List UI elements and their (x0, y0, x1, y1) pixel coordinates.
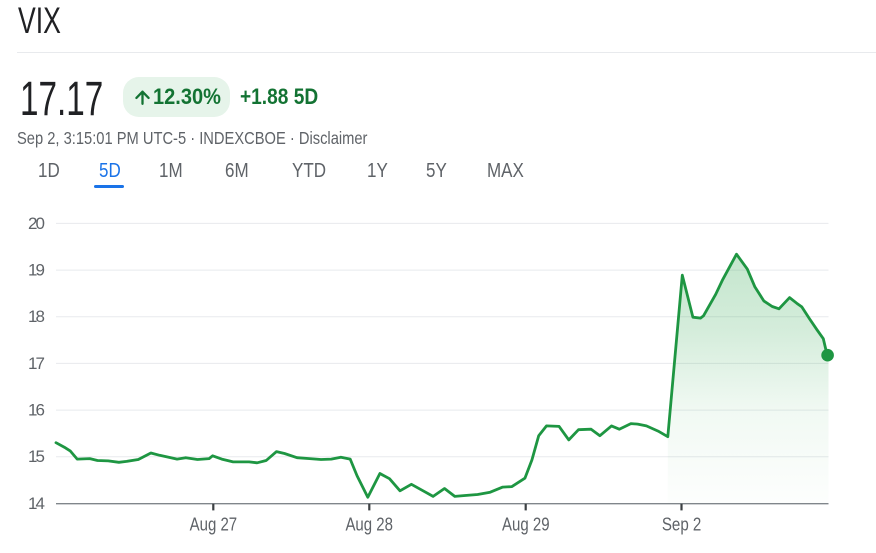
svg-text:Aug 28: Aug 28 (345, 514, 393, 535)
svg-text:14: 14 (28, 494, 45, 513)
svg-text:19: 19 (28, 261, 45, 280)
svg-text:16: 16 (28, 401, 45, 420)
svg-text:20: 20 (28, 214, 45, 233)
svg-text:Sep 2: Sep 2 (662, 514, 702, 535)
svg-text:15: 15 (28, 447, 45, 466)
svg-text:18: 18 (28, 307, 45, 326)
svg-text:Aug 27: Aug 27 (190, 514, 238, 535)
svg-text:17: 17 (28, 354, 45, 373)
svg-text:Aug 29: Aug 29 (502, 514, 550, 535)
